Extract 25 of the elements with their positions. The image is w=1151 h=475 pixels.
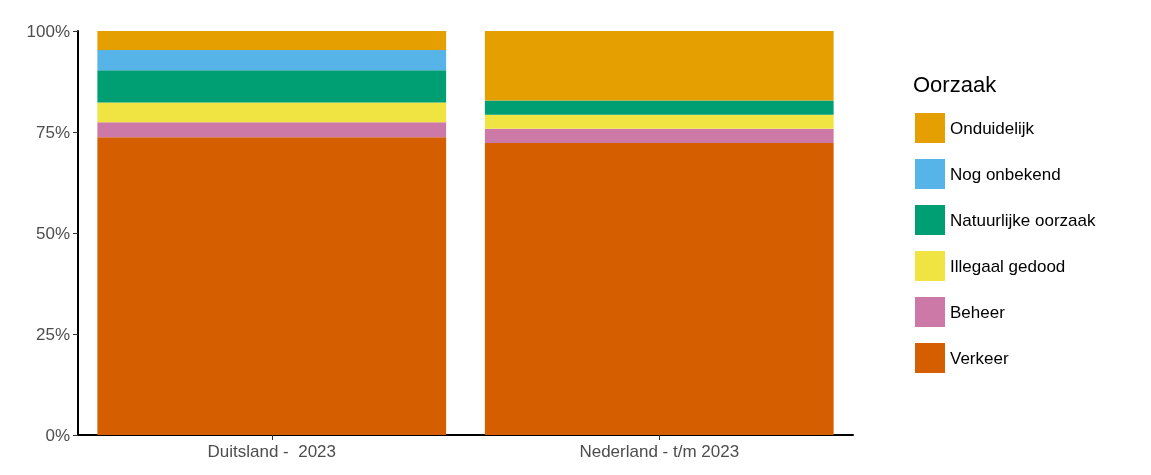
- bar: [484, 128, 834, 143]
- y-tick-label: 0%: [45, 425, 70, 445]
- x-tick-label: Duitsland - 2023: [207, 442, 337, 461]
- x-tick-label: Nederland - t/m 2023: [579, 442, 740, 461]
- y-tick-label: 100%: [26, 21, 70, 41]
- bar: [484, 142, 834, 435]
- bar: [97, 31, 447, 50]
- legend-label: Illegaal gedood: [950, 256, 1066, 276]
- bar: [97, 122, 447, 138]
- y-tick-label: 75%: [35, 122, 70, 142]
- y-tick-label: 50%: [35, 223, 70, 243]
- legend-label: Natuurlijke oorzaak: [950, 210, 1097, 230]
- legend-label: Nog onbekend: [950, 164, 1061, 184]
- legend-label: Verkeer: [950, 348, 1009, 368]
- legend-title: Oorzaak: [913, 71, 998, 97]
- legend-label: Onduidelijk: [950, 118, 1035, 138]
- bar: [97, 137, 447, 435]
- bar: [484, 31, 834, 101]
- bar: [484, 114, 834, 129]
- legend-label: Beheer: [950, 302, 1006, 322]
- bar: [97, 70, 447, 103]
- y-tick-label: 25%: [35, 324, 70, 344]
- bar: [97, 102, 447, 123]
- bar: [97, 49, 447, 71]
- bar: [484, 100, 834, 115]
